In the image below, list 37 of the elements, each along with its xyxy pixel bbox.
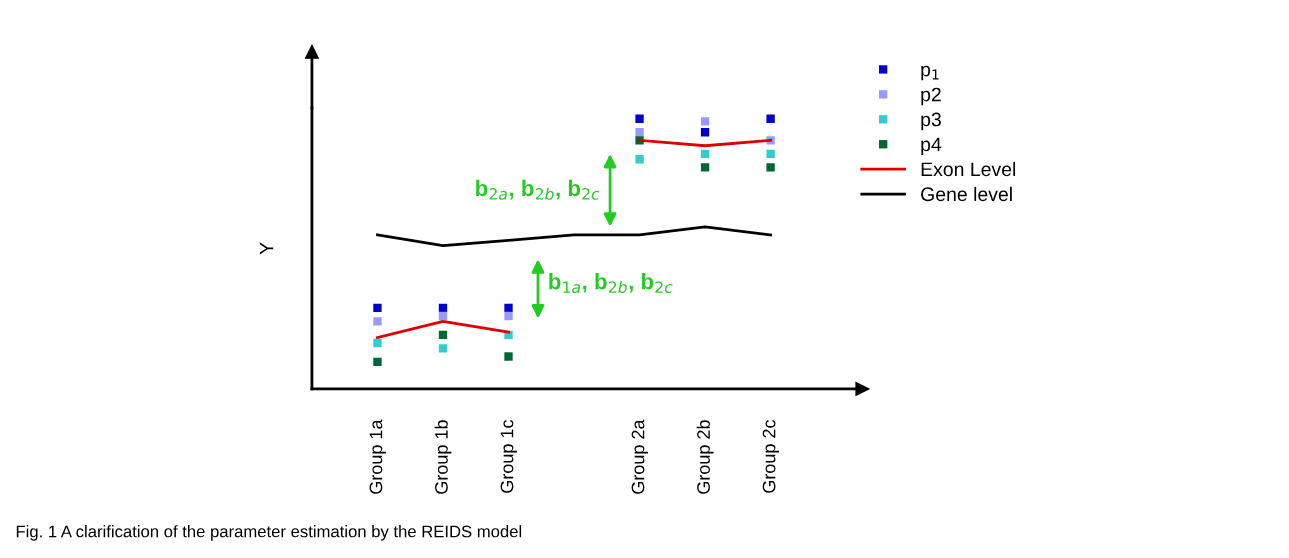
- point: [700, 128, 710, 137]
- point: [438, 303, 448, 313]
- x-tick-label: Group 1b: [434, 420, 452, 494]
- point: [373, 303, 382, 313]
- point: [438, 330, 448, 340]
- point: [373, 338, 382, 348]
- point: [635, 128, 644, 137]
- y-axis-title: Y: [259, 242, 274, 255]
- legend-label: p3: [921, 112, 941, 131]
- point: [373, 317, 382, 326]
- legend-label: p4: [921, 137, 942, 156]
- point: [504, 303, 513, 313]
- x-tick-label: Group 2a: [631, 419, 648, 494]
- point: [373, 357, 382, 367]
- point: [504, 352, 513, 361]
- point: [766, 114, 775, 123]
- x-tick-label: Group 1a: [369, 419, 386, 494]
- legend-label: Exon Level: [921, 161, 1016, 177]
- x-tick-label: Group 2c: [762, 419, 780, 493]
- x-tick-label: Group 1c: [500, 419, 517, 493]
- point: [438, 311, 448, 321]
- point: [700, 117, 710, 126]
- x-tick-label: Group 2b: [696, 420, 714, 494]
- point: [504, 311, 513, 321]
- point: [635, 114, 644, 123]
- caption: Fig. 1 A clarification of the parameter estimation by the REIDS model: [16, 525, 522, 541]
- point: [766, 149, 775, 159]
- point: [766, 163, 775, 172]
- legend-label: p$_{1}$: [921, 65, 939, 81]
- point: [635, 155, 644, 164]
- point: [700, 163, 710, 172]
- annotation: b$_{1a}$, b$_{2b}$, b$_{2c}$: [549, 273, 673, 294]
- point: [438, 344, 448, 353]
- legend-label: Gene level: [921, 186, 1012, 202]
- annotation: b$_{2a}$, b$_{2b}$, b$_{2c}$: [476, 179, 600, 200]
- legend-label: p2: [921, 87, 941, 106]
- point: [700, 149, 710, 159]
